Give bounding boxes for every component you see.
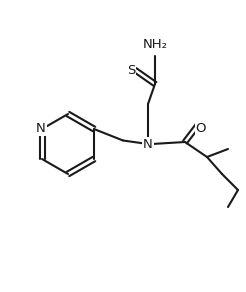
Text: S: S [127, 63, 135, 77]
Text: NH₂: NH₂ [142, 37, 168, 51]
Text: O: O [196, 121, 206, 135]
Text: N: N [143, 138, 153, 150]
Text: N: N [36, 123, 46, 135]
